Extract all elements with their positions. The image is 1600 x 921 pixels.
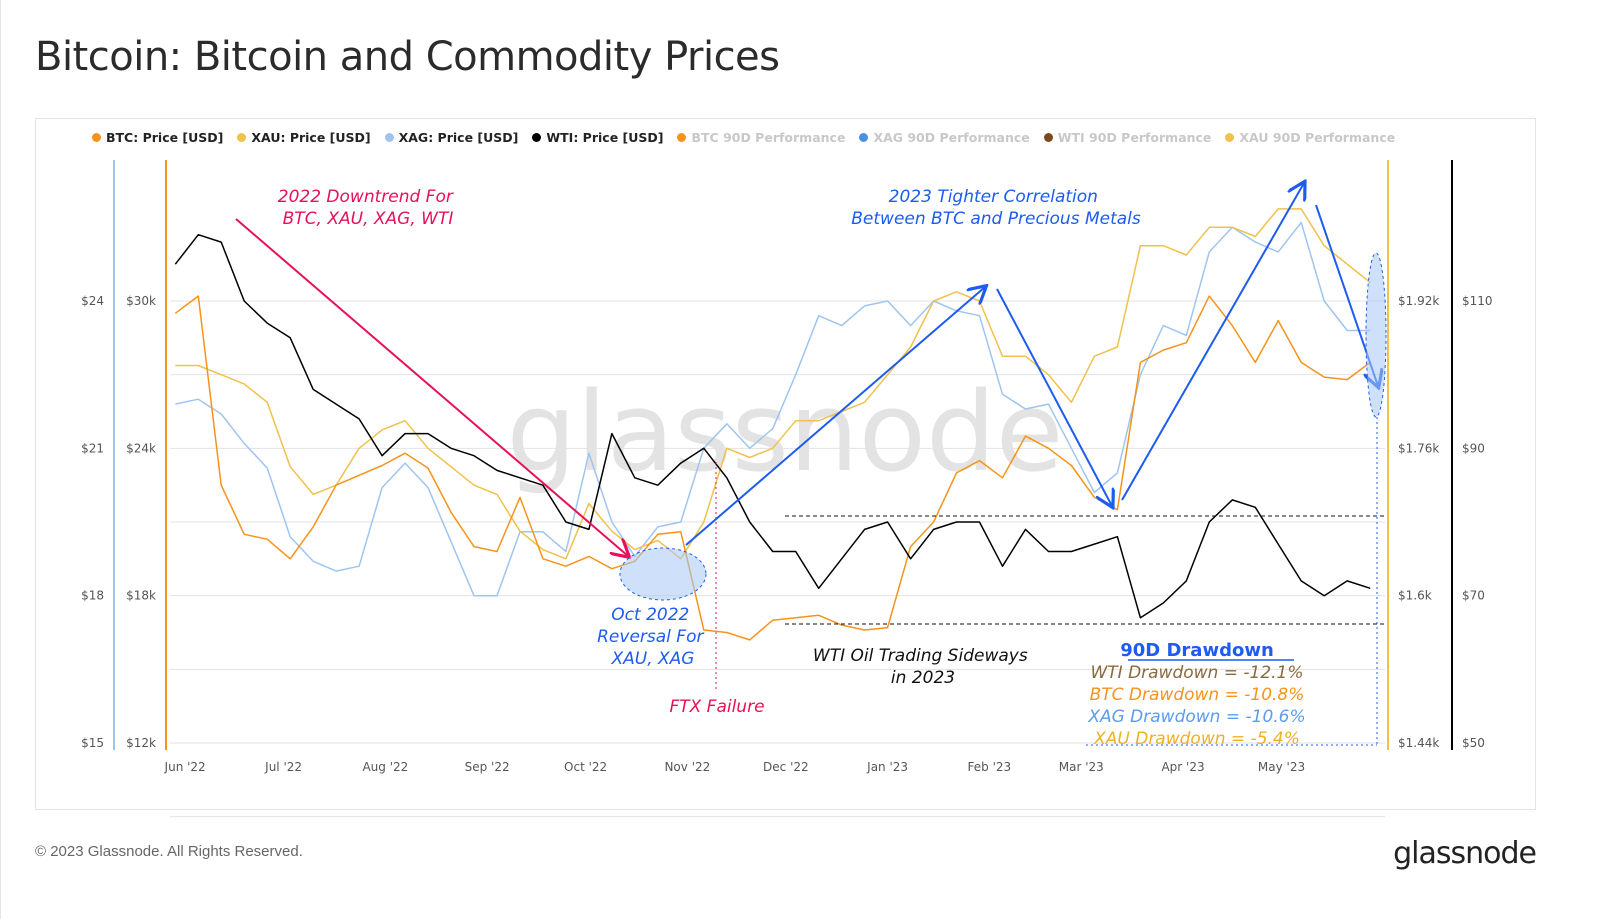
legend-label: XAG: Price [USD] [398,130,519,145]
x-tick-label: Jan '23 [866,760,908,774]
xau-tick-label: $1.6k [1398,589,1432,603]
drawdown-list: WTI Drawdown = -12.1%BTC Drawdown = -10.… [1087,663,1305,749]
x-tick-label: Oct '22 [564,760,607,774]
wti-tick-label: $110 [1462,294,1493,308]
drawdown-item: WTI Drawdown = -12.1% [1090,663,1303,683]
legend-dot-icon [92,133,101,142]
btc-tick-label: $12k [126,736,156,750]
x-tick-label: May '23 [1258,760,1305,774]
legend-dot-icon [1225,133,1235,142]
xau-tick-label: $1.76k [1398,441,1439,455]
wti-tick-label: $70 [1462,589,1485,603]
drawdown-item: XAG Drawdown = -10.6% [1087,707,1305,727]
legend-label: WTI 90D Performance [1057,130,1212,145]
x-tick-label: Jul '22 [264,760,302,774]
ftx-label: FTX Failure [669,697,764,717]
oct-reversal-label: Oct 2022 Reversal For XAU, XAG [597,605,709,669]
legend-item[interactable]: XAG: Price [USD] [384,130,519,145]
x-tick-label: Nov '22 [664,760,710,774]
legend-item[interactable]: BTC 90D Performance [677,130,845,145]
x-tick-label: Dec '22 [763,760,809,774]
legend-dot-icon [384,133,394,142]
wti-sideways-label: WTI Oil Trading Sideways in 2023 [813,646,1033,688]
series-line-wti [174,233,1371,619]
drawdown-item: BTC Drawdown = -10.8% [1090,685,1305,705]
legend-item[interactable]: XAU 90D Performance [1225,130,1395,145]
glassnode-logo: glassnode [1393,836,1537,871]
xag-tick-label: $24 [81,294,104,308]
legend-dot-icon [1043,133,1053,142]
legend-item[interactable]: WTI 90D Performance [1043,130,1212,145]
chart-card [35,118,1536,810]
correlation-label: 2023 Tighter Correlation Between BTC and… [851,187,1141,229]
trend-arrow-1 [685,287,985,546]
x-tick-label: Sep '22 [465,760,510,774]
btc-tick-label: $24k [126,441,156,455]
watermark: glassnode [507,368,1064,496]
legend: BTC: Price [USD] XAU: Price [USD] XAG: Pri… [92,130,1395,145]
legend-item[interactable]: XAG 90D Performance [859,130,1030,145]
page-title: Bitcoin: Bitcoin and Commodity Prices [35,34,780,80]
xau-tick-label: $1.44k [1398,736,1439,750]
xau-tick-label: $1.92k [1398,294,1439,308]
xag-tick-label: $15 [81,736,104,750]
legend-dot-icon [237,133,247,142]
legend-item[interactable]: BTC: Price [USD] [92,130,223,145]
oct-reversal-highlight [619,547,707,601]
legend-dot-icon [677,133,687,142]
series-line-btc [174,295,1371,641]
xag-tick-label: $21 [81,441,104,455]
copyright: © 2023 Glassnode. All Rights Reserved. [35,843,303,860]
legend-label: XAG 90D Performance [873,130,1030,145]
trend-arrow-3 [1121,183,1304,501]
legend-item[interactable]: XAU: Price [USD] [237,130,371,145]
x-tick-label: Apr '23 [1161,760,1204,774]
series-lines [174,208,1371,641]
drawdown-item: XAU Drawdown = -5.4% [1093,729,1300,749]
series-line-xag [175,221,1371,597]
drawdown-title: 90D Drawdown [1120,640,1274,661]
btc-tick-label: $30k [126,294,156,308]
trend-arrow-2 [996,288,1112,506]
downtrend-arrow [235,218,628,556]
x-tick-label: Feb '23 [968,760,1012,774]
x-tick-label: Mar '23 [1059,760,1104,774]
legend-label: BTC 90D Performance [691,130,846,145]
x-tick-label: Aug '22 [362,760,408,774]
btc-tick-label: $18k [126,589,156,603]
series-line-xau [175,208,1371,560]
legend-item[interactable]: WTI: Price [USD] [532,130,663,145]
drawdown-highlight [1365,252,1387,418]
legend-dot-icon [859,133,869,142]
legend-label: XAU 90D Performance [1239,130,1396,145]
legend-label: BTC: Price [USD] [106,130,224,145]
legend-label: WTI: Price [USD] [546,130,664,145]
legend-label: XAU: Price [USD] [251,130,371,145]
xag-tick-label: $18 [81,589,104,603]
axes: $15 $18 $21 $24 $12k $18k $24k $30k $1.44k $1.6k $… [81,160,1493,774]
downtrend-label: 2022 Downtrend For BTC, XAU, XAG, WTI [278,187,459,229]
wti-tick-label: $50 [1462,736,1485,750]
legend-dot-icon [532,133,542,142]
x-tick-label: Jun '22 [164,760,206,774]
wti-tick-label: $90 [1462,441,1485,455]
annotations: 2022 Downtrend For BTC, XAU, XAG, WTI 20… [235,183,1387,749]
